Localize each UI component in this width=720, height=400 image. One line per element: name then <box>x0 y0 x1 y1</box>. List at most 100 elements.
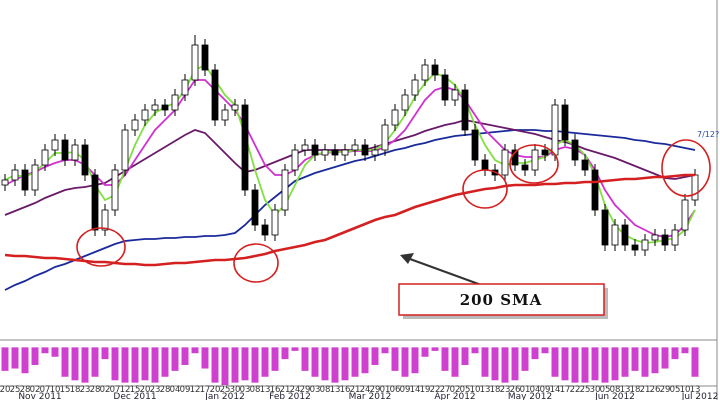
candle-body <box>261 224 269 236</box>
histogram-bar <box>231 347 239 383</box>
sma-200-line <box>4 173 695 267</box>
candle-body <box>441 74 449 101</box>
histogram-bar <box>481 347 489 377</box>
x-tick-label: 10 <box>50 385 61 395</box>
x-tick-label: 15 <box>130 385 141 395</box>
candle-body <box>611 224 619 246</box>
histogram-bar <box>571 347 579 383</box>
candle-body <box>181 79 189 96</box>
oscillator-panel <box>1 347 699 385</box>
x-tick-label: 29 <box>660 385 671 395</box>
histogram-bar <box>371 347 379 365</box>
x-tick-label: 19 <box>420 385 431 395</box>
x-tick-label: 30 <box>230 385 241 395</box>
x-tick-label: 09 <box>180 385 191 395</box>
candle-body <box>91 174 99 231</box>
candle-body <box>471 129 479 161</box>
candle-body <box>111 169 119 211</box>
candle-body <box>581 159 589 171</box>
x-tick-label: 15 <box>60 385 71 395</box>
moving-average-line <box>4 129 696 291</box>
histogram-bar <box>521 347 529 371</box>
candle-body <box>461 89 469 131</box>
x-tick-label: 10 <box>680 385 691 395</box>
x-tick-label: 05 <box>670 385 681 395</box>
candle-body <box>171 94 179 111</box>
x-tick-label: 26 <box>510 385 521 395</box>
candle-body <box>121 129 129 171</box>
x-tick-label: 13 <box>620 385 631 395</box>
x-tick-label: 03 <box>310 385 321 395</box>
x-tick-label: 04 <box>530 385 541 395</box>
month-label: Nov 2011 <box>18 392 61 400</box>
histogram-bar <box>451 347 459 377</box>
x-tick-label: 28 <box>160 385 171 395</box>
candle-body <box>211 69 219 121</box>
x-tick-label: 23 <box>150 385 161 395</box>
histogram-bar <box>301 347 309 371</box>
candle-body <box>311 144 319 156</box>
histogram-bar <box>271 347 279 371</box>
arrow <box>409 258 485 287</box>
x-tick-label: 12 <box>120 385 131 395</box>
x-tick-label: 08 <box>250 385 261 395</box>
x-tick-label: 05 <box>600 385 611 395</box>
candle-body <box>401 94 409 111</box>
histogram-bar <box>281 347 289 360</box>
x-tick-label: 18 <box>630 385 641 395</box>
histogram-bar <box>101 347 109 360</box>
histogram-bar <box>291 347 299 351</box>
candle-body <box>31 164 39 191</box>
histogram-bar <box>171 347 179 371</box>
price-note: 7/12? <box>697 130 719 139</box>
x-tick-label: 05 <box>460 385 471 395</box>
histogram-bar <box>111 347 119 381</box>
x-tick-label: 22 <box>430 385 441 395</box>
histogram-bar <box>181 347 189 365</box>
histogram-bar <box>331 347 339 383</box>
candle-body <box>141 109 149 121</box>
x-tick-label: 13 <box>330 385 341 395</box>
label-box <box>398 283 605 316</box>
month-label: Jan 2012 <box>204 392 245 400</box>
histogram-bar <box>341 347 349 381</box>
histogram-bar <box>441 347 449 371</box>
highlight-circles <box>76 139 711 283</box>
x-tick-label: 13 <box>690 385 701 395</box>
x-tick-label: 30 <box>590 385 601 395</box>
candle-body <box>381 124 389 151</box>
histogram-bar <box>311 347 319 377</box>
candle-body <box>201 44 209 71</box>
x-tick-label: 21 <box>280 385 291 395</box>
histogram-bar <box>671 347 679 360</box>
candle-body <box>331 149 339 156</box>
x-tick-label: 13 <box>480 385 491 395</box>
histogram-bar <box>241 347 249 381</box>
candle-body <box>251 189 259 226</box>
x-tick-label: 28 <box>90 385 101 395</box>
candle-body <box>601 209 609 246</box>
histogram-bar <box>41 347 49 354</box>
x-tick-label: 08 <box>610 385 621 395</box>
histogram-bar <box>1 347 9 371</box>
histogram-bar <box>541 347 549 354</box>
histogram-bar <box>251 347 259 383</box>
candle-body <box>631 244 639 251</box>
candle-body <box>411 79 419 96</box>
month-label: Mar 2012 <box>349 392 392 400</box>
histogram-bar <box>631 347 639 371</box>
histogram-bar <box>151 347 159 383</box>
histogram-bar <box>461 347 469 365</box>
histogram-bar <box>581 347 589 383</box>
histogram-bar <box>601 347 609 383</box>
x-tick-label: 16 <box>340 385 351 395</box>
histogram-bar <box>381 347 389 354</box>
histogram-bar <box>501 347 509 383</box>
candle-body <box>21 169 29 191</box>
month-label: Jun 2012 <box>594 392 635 400</box>
x-tick-label: 29 <box>370 385 381 395</box>
x-tick-label: 17 <box>560 385 571 395</box>
